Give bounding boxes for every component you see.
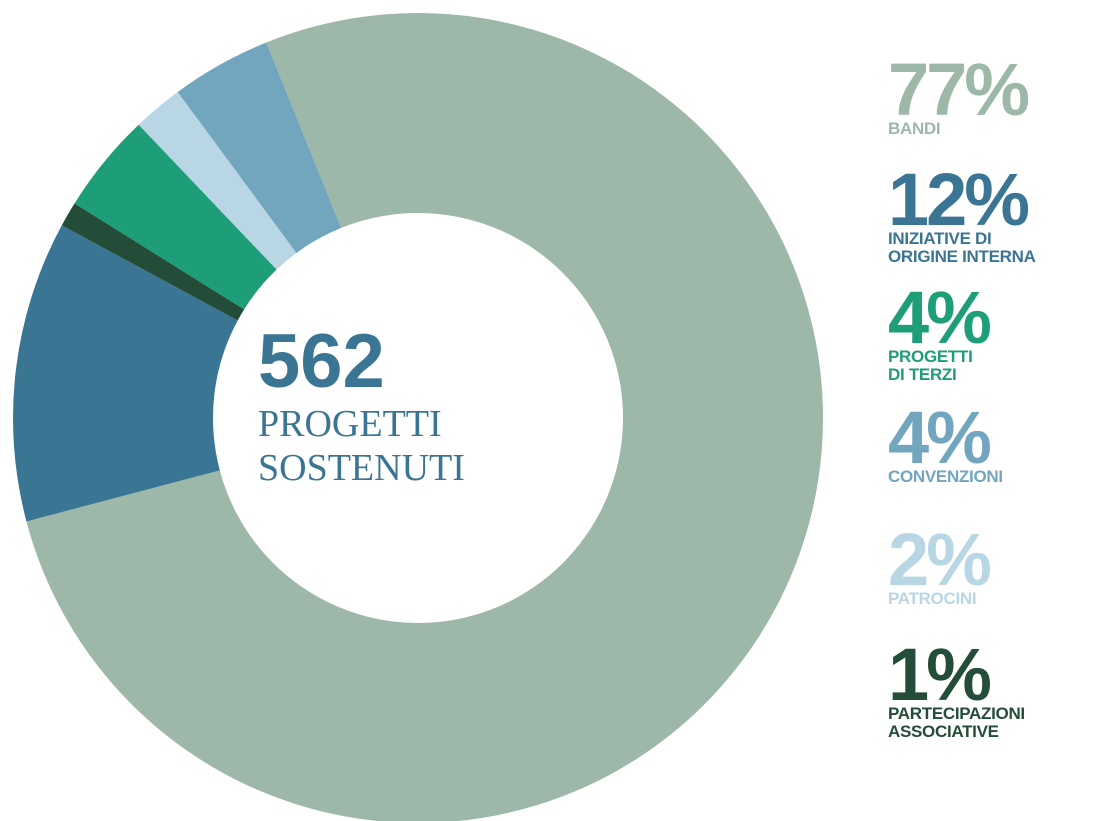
legend-entry: 1% PARTECIPAZIONI ASSOCIATIVE <box>888 633 1025 741</box>
legend-label: BANDI <box>888 119 941 138</box>
legend-entry: 12% INIZIATIVE DI ORIGINE INTERNA <box>888 158 1036 266</box>
slice <box>13 225 238 522</box>
legend-entry: 4% PROGETTI DI TERZI <box>888 276 992 384</box>
legend-label: PARTECIPAZIONI ASSOCIATIVE <box>888 704 1025 741</box>
legend-label: CONVENZIONI <box>888 467 1003 486</box>
legend-value: 4% <box>888 276 992 359</box>
legend-label: PROGETTI DI TERZI <box>888 347 973 384</box>
slice <box>61 203 245 321</box>
slice <box>177 42 342 253</box>
legend-label: PATROCINI <box>888 589 977 608</box>
legend-entry: 77% BANDI <box>888 48 1030 138</box>
legend-value: 1% <box>888 633 992 716</box>
center-text: 562 PROGETTI SOSTENUTI <box>258 322 465 490</box>
center-label: PROGETTI SOSTENUTI <box>258 403 465 489</box>
legend-value: 2% <box>888 518 992 601</box>
legend-entry: 2% PATROCINI <box>888 518 992 608</box>
legend-label: INIZIATIVE DI ORIGINE INTERNA <box>888 229 1036 266</box>
center-value: 562 <box>258 319 385 404</box>
slice <box>74 124 277 310</box>
slice <box>138 92 297 270</box>
legend-value: 12% <box>888 158 1030 241</box>
legend-value: 77% <box>888 48 1030 131</box>
slice <box>26 13 823 821</box>
legend-entry: 4% CONVENZIONI <box>888 396 1003 486</box>
legend-value: 4% <box>888 396 992 479</box>
